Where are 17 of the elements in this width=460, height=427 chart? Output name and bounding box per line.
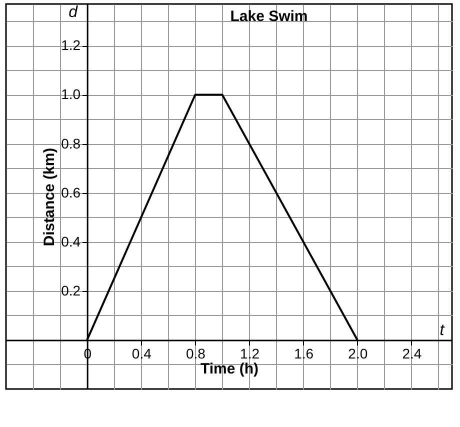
annotation: t	[440, 322, 445, 339]
y-tick-label: 0.6	[61, 184, 81, 200]
annotation: d	[68, 4, 79, 21]
y-tick-label: 1.0	[61, 86, 81, 102]
x-tick-label: 1.6	[294, 345, 314, 362]
y-tick-label: 0.8	[61, 135, 81, 152]
y-tick-label: 0.2	[61, 282, 81, 298]
x-tick-label: 2.0	[348, 345, 368, 362]
y-tick-label: 1.2	[61, 37, 81, 54]
x-tick-label: 0.8	[186, 345, 206, 362]
x-tick-label: 2.4	[402, 345, 422, 362]
x-tick-label: 0.4	[132, 345, 152, 362]
x-axis-title: Time (h)	[200, 360, 259, 378]
y-axis-title: Distance (km)	[41, 148, 58, 246]
x-tick-label: 1.2	[240, 345, 260, 362]
y-tick-label: 0.4	[61, 233, 81, 250]
chart-title: Lake Swim	[230, 8, 308, 25]
